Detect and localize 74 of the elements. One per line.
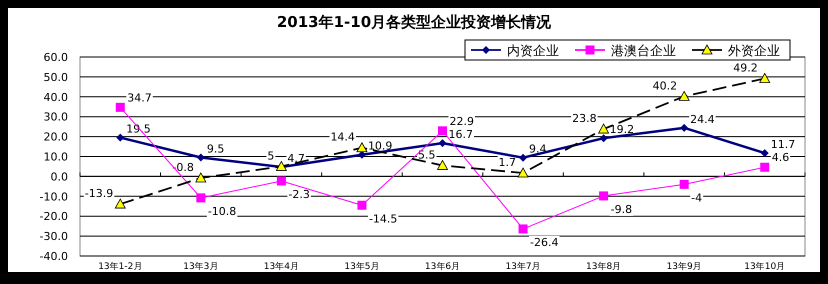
y-tick-label: 30.0	[44, 110, 68, 124]
point	[680, 180, 689, 189]
point	[116, 102, 125, 112]
legend-label: 内资企业	[507, 44, 559, 59]
y-tick-label: 60.0	[44, 51, 68, 64]
y-tick-label: 0.0	[50, 170, 68, 184]
data-label: 9.5	[206, 142, 224, 156]
y-tick-label: -20.0	[40, 210, 68, 224]
data-label: 4.6	[772, 151, 790, 164]
x-tick-label: 13年7月	[505, 261, 541, 272]
point	[116, 134, 124, 142]
data-label: 24.4	[690, 112, 715, 126]
data-label: 5	[267, 149, 274, 162]
point	[114, 198, 126, 208]
point	[599, 191, 608, 200]
point	[195, 172, 206, 182]
point	[276, 176, 286, 186]
data-label: -10.8	[208, 204, 236, 218]
x-tick-label: 13年3月	[183, 261, 218, 272]
y-tick-label: -40.0	[40, 250, 68, 263]
y-tick-label: -10.0	[40, 190, 68, 204]
point	[357, 200, 366, 210]
x-tick-label: 13年9月	[666, 261, 702, 272]
data-label: -9.8	[610, 202, 632, 216]
data-label: -26.4	[530, 236, 559, 249]
data-label: 14.4	[330, 130, 355, 144]
data-label: 10.9	[368, 140, 392, 153]
y-tick-label: 20.0	[44, 130, 68, 144]
data-label: -2.3	[288, 188, 310, 201]
point	[760, 162, 770, 172]
x-tick-label: 13年1-2月	[98, 261, 142, 272]
x-tick-label: 13年10月	[744, 261, 786, 272]
point	[196, 153, 205, 162]
data-label: 16.7	[448, 128, 473, 142]
data-label: 34.7	[127, 91, 152, 104]
point	[759, 73, 770, 83]
data-label: -4	[691, 191, 702, 204]
title: 2013年1-10月各类型企业投资增长情况	[276, 13, 552, 31]
data-label: 49.2	[733, 61, 758, 74]
x-tick-label: 13年8月	[586, 261, 622, 272]
data-label: 22.9	[450, 114, 474, 128]
x-tick-label: 13年4月	[264, 261, 299, 272]
y-tick-label: 50.0	[44, 70, 68, 84]
data-label: 4.7	[287, 152, 305, 166]
point	[438, 126, 447, 136]
data-label: 23.8	[572, 112, 597, 126]
point	[518, 168, 528, 178]
y-tick-label: 40.0	[44, 90, 68, 104]
data-label: -14.5	[368, 212, 398, 226]
data-label: 40.2	[652, 79, 678, 92]
data-label: 9.4	[529, 142, 547, 156]
point	[356, 142, 368, 152]
y-tick-label: 10.0	[44, 150, 68, 164]
point	[598, 124, 610, 134]
point	[600, 134, 608, 142]
point	[438, 139, 446, 148]
point	[680, 124, 688, 132]
point	[760, 149, 769, 158]
data-label: 1.7	[498, 156, 516, 170]
data-label: 11.7	[770, 138, 796, 152]
data-label: 5.5	[418, 148, 436, 162]
point	[437, 160, 448, 170]
x-tick-label: 13年5月	[344, 261, 380, 272]
data-label: 19.2	[610, 123, 634, 136]
x-tick-label: 13年6月	[424, 261, 460, 272]
point	[519, 154, 528, 162]
legend-label: 外资企业	[728, 44, 780, 59]
data-label: -13.9	[84, 187, 114, 200]
point	[196, 193, 206, 202]
point	[518, 224, 528, 234]
y-tick-label: -30.0	[40, 230, 68, 244]
data-label: -0.8	[172, 160, 194, 174]
legend-label: 港澳台企业	[611, 44, 676, 59]
point	[678, 91, 690, 101]
